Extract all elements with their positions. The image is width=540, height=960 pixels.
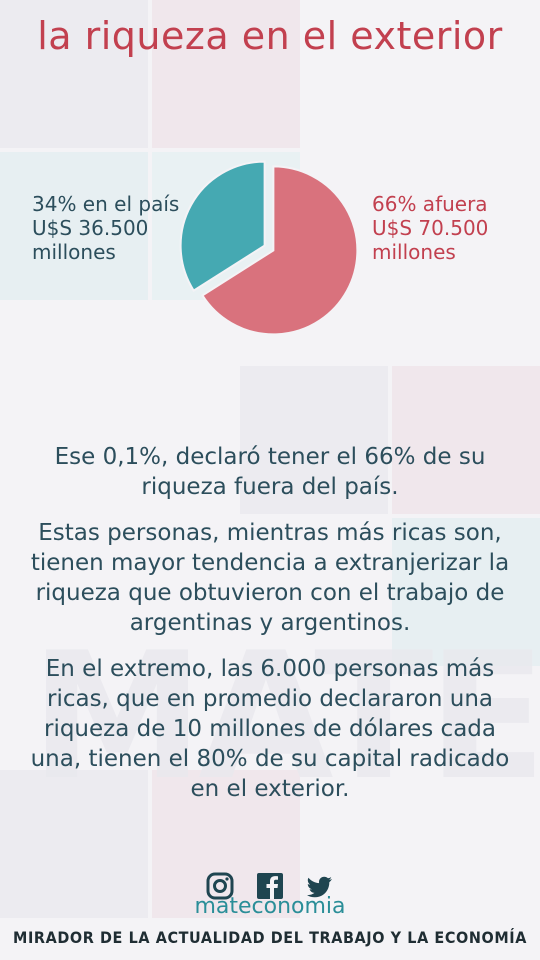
pie-label-right-line1: 66% afuera [372,192,488,216]
pie-label-right-line3: millones [372,240,456,264]
pie-label-left: 34% en el país U$S 36.500 millones [32,192,179,264]
footer-tagline: MIRADOR DE LA ACTUALIDAD DEL TRABAJO Y L… [13,928,527,947]
background-tile [392,518,540,666]
pie-slice-en-el-pais [179,160,266,292]
facebook-icon[interactable] [256,872,284,900]
pie-chart [179,160,359,336]
paragraph: En el extremo, las 6.000 personas más ri… [30,656,510,802]
paragraph: Ese 0,1%, declaró tener el 66% de su riq… [54,444,486,500]
pie-label-right: 66% afuera U$S 70.500 millones [372,192,488,264]
pie-label-right-line2: U$S 70.500 [372,216,489,240]
social-icons [0,872,540,900]
pie-label-left-line1: 34% en el país [32,192,180,216]
pie-label-left-line3: millones [32,240,116,264]
instagram-icon[interactable] [206,872,234,900]
social-handle[interactable]: mateconomia [194,894,346,919]
background-tile [392,366,540,514]
background-tile [152,0,300,148]
paragraph: Estas personas, mientras más ricas son, … [30,520,510,636]
watermark-logo: MATE [30,616,540,819]
page-title: la riqueza en el exterior [37,14,503,58]
background-tile [0,770,148,918]
background-tile [0,152,148,300]
background-tile [0,0,148,148]
pie-label-left-line2: U$S 36.500 [32,216,149,240]
twitter-icon[interactable] [306,872,334,900]
pie-slice-afuera [201,165,359,336]
background-tile [240,366,388,514]
body-text: Ese 0,1%, declaró tener el 66% de su riq… [20,442,520,820]
